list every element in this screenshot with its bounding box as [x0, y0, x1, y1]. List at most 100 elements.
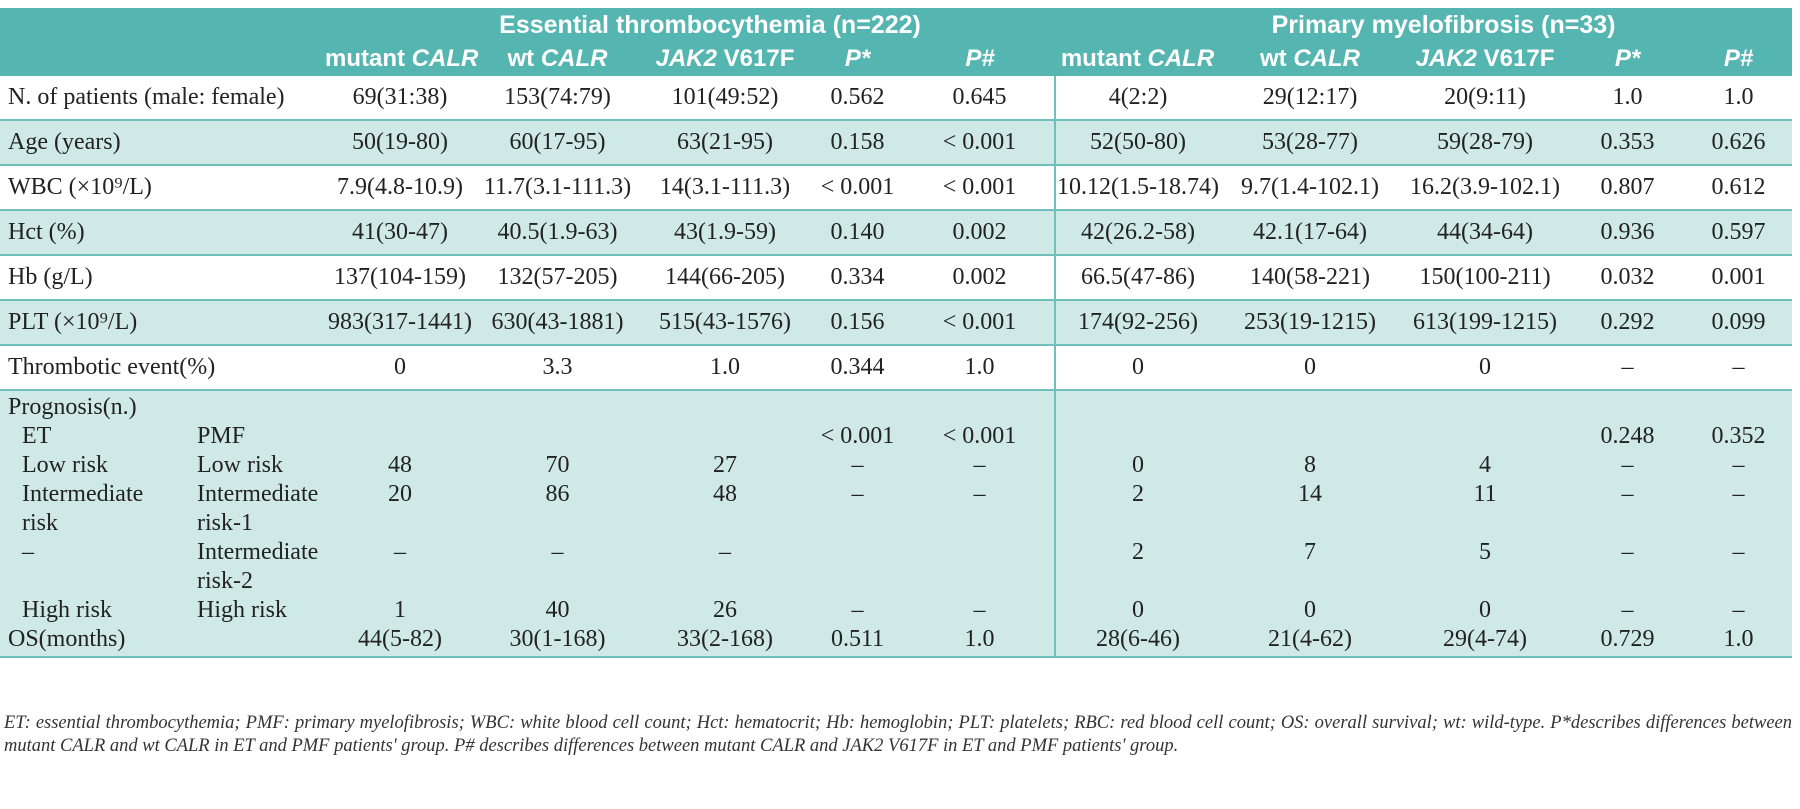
col-header-p2-et: P#	[905, 42, 1056, 76]
table-cell: < 0.001	[905, 300, 1056, 346]
table-cell: 0	[325, 345, 475, 391]
table-cell: 3.3	[475, 345, 640, 391]
table-cell: 144(66-205)	[640, 255, 810, 301]
table-cell: 1.0	[1685, 625, 1793, 658]
prognosis-title-row: Prognosis(n.)	[0, 390, 1793, 422]
table-cell: 41(30-47)	[325, 210, 475, 256]
table-cell: 8	[1220, 451, 1401, 480]
prognosis-et-risk: –	[0, 538, 195, 596]
table-cell: –	[905, 480, 1056, 538]
table-cell: 9.7(1.4-102.1)	[1220, 165, 1401, 211]
row-label: Thrombotic event(%)	[0, 345, 325, 391]
group-pmf-title: Primary myelofibrosis (n=33)	[1055, 8, 1793, 42]
table-cell: 0.729	[1570, 625, 1686, 658]
table-cell: 48	[640, 480, 810, 538]
table-cell: –	[1685, 480, 1793, 538]
empty-cell	[1570, 390, 1686, 422]
table-cell: –	[905, 451, 1056, 480]
prognosis-pmf-label: PMF	[195, 422, 325, 451]
col-header-p2-pmf: P#	[1685, 42, 1793, 76]
table-cell: 29(12:17)	[1220, 76, 1401, 121]
table-cell: 1.0	[905, 345, 1056, 391]
table-cell: 0.511	[810, 625, 905, 658]
empty-cell	[640, 390, 810, 422]
table-cell: 983(317-1441)	[325, 300, 475, 346]
table-cell: 0	[1400, 596, 1571, 625]
table-cell: 16.2(3.9-102.1)	[1400, 165, 1571, 211]
table-cell: 137(104-159)	[325, 255, 475, 301]
table-cell: 0.156	[810, 300, 905, 346]
table-cell: 0	[1220, 345, 1401, 391]
empty-cell	[1054, 422, 1221, 451]
table-cell: 44(5-82)	[325, 625, 475, 658]
table-cell: 7	[1220, 538, 1401, 596]
table-cell: 20(9:11)	[1400, 76, 1571, 121]
table-cell: 2	[1054, 480, 1221, 538]
prognosis-pmf-risk: Intermediate risk-2	[195, 538, 325, 596]
prognosis-row: High risk High risk 1 40 26– –0 0 0– –	[0, 596, 1793, 625]
table-cell: –	[1570, 480, 1686, 538]
table-cell: –	[325, 538, 475, 596]
table-cell: 50(19-80)	[325, 120, 475, 166]
table-cell: 69(31:38)	[325, 76, 475, 121]
table-cell: 60(17-95)	[475, 120, 640, 166]
group-header-row: Essential thrombocythemia (n=222) Primar…	[0, 8, 1793, 42]
row-label: N. of patients (male: female)	[0, 76, 325, 121]
table-cell: 1	[325, 596, 475, 625]
table-cell: 0.352	[1685, 422, 1793, 451]
table-cell: 44(34-64)	[1400, 210, 1571, 256]
table-row: Age (years) 50(19-80) 60(17-95) 63(21-95) 0.…	[0, 120, 1793, 166]
empty-cell	[905, 390, 1056, 422]
table-cell: 0.626	[1685, 120, 1793, 166]
row-label: PLT (×10⁹/L)	[0, 300, 325, 346]
table-cell: 0.292	[1570, 300, 1686, 346]
empty-cell	[325, 422, 475, 451]
table-cell: 86	[475, 480, 640, 538]
prognosis-et-risk: Low risk	[0, 451, 195, 480]
table-cell: –	[1570, 538, 1686, 596]
table-cell: –	[1570, 451, 1686, 480]
table-cell: 42(26.2-58)	[1054, 210, 1221, 256]
table-cell: < 0.001	[905, 120, 1056, 166]
table-cell: 11.7(3.1-111.3)	[475, 165, 640, 211]
table-cell: –	[1685, 596, 1793, 625]
prognosis-head-row: ET PMF < 0.001 < 0.001 0.248 0.352	[0, 422, 1793, 451]
table-cell: 2	[1054, 538, 1221, 596]
table-cell: 0	[1054, 596, 1221, 625]
col-header-jak2-pmf: JAK2 V617F	[1400, 42, 1571, 76]
table-cell: 4	[1400, 451, 1571, 480]
table-cell: 0.353	[1570, 120, 1686, 166]
table-cell: 0	[1054, 451, 1221, 480]
table-cell: 66.5(47-86)	[1054, 255, 1221, 301]
table-cell: 0	[1400, 345, 1571, 391]
col-header-jak2-et: JAK2 V617F	[640, 42, 810, 76]
table-cell: 630(43-1881)	[475, 300, 640, 346]
table-cell: 0	[1220, 596, 1401, 625]
table-cell: 613(199-1215)	[1400, 300, 1571, 346]
prognosis-pmf-risk: Low risk	[195, 451, 325, 480]
col-header-p1-pmf: P*	[1570, 42, 1686, 76]
table-row: PLT (×10⁹/L) 983(317-1441) 630(43-1881) 515…	[0, 300, 1793, 346]
empty-cell	[475, 390, 640, 422]
prognosis-row: Low risk Low risk 48 70 27– –0 8 4– –	[0, 451, 1793, 480]
row-label: Hb (g/L)	[0, 255, 325, 301]
table-cell: 28(6-46)	[1054, 625, 1221, 658]
column-header-row: mutant CALR wt CALR JAK2 V617F P* P# mut…	[0, 42, 1793, 76]
data-table: Essential thrombocythemia (n=222) Primar…	[0, 8, 1793, 658]
table-cell: 0.158	[810, 120, 905, 166]
empty-cell	[810, 390, 905, 422]
table-cell: 7.9(4.8-10.9)	[325, 165, 475, 211]
table-cell: 1.0	[1685, 76, 1793, 121]
table-cell: < 0.001	[905, 422, 1056, 451]
table-cell: –	[1685, 538, 1793, 596]
group-et-title: Essential thrombocythemia (n=222)	[325, 8, 1056, 42]
table-cell: 0.334	[810, 255, 905, 301]
table-cell: 30(1-168)	[475, 625, 640, 658]
col-header-wt-calr-et: wt CALR	[475, 42, 640, 76]
table-cell: 4(2:2)	[1054, 76, 1221, 121]
table-cell: –	[905, 596, 1056, 625]
table-cell: 515(43-1576)	[640, 300, 810, 346]
table-cell: 153(74:79)	[475, 76, 640, 121]
table-cell: –	[475, 538, 640, 596]
table-cell: 140(58-221)	[1220, 255, 1401, 301]
